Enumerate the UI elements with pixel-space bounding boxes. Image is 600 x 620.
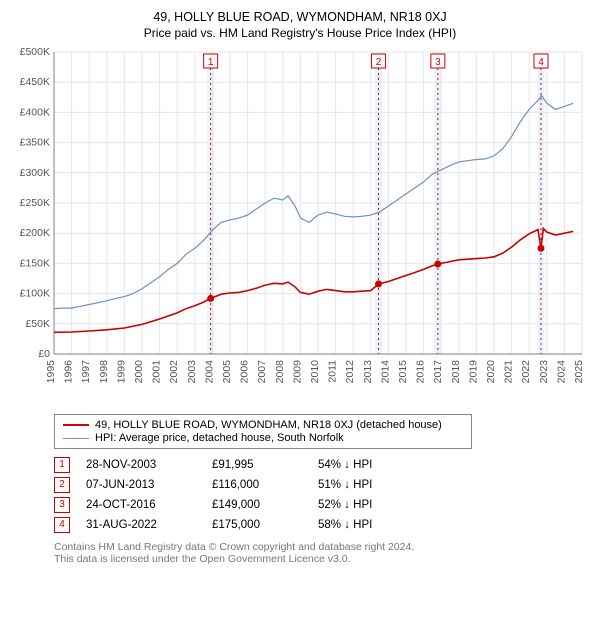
x-tick-label: 1996 bbox=[63, 360, 75, 384]
legend-label: HPI: Average price, detached house, Sout… bbox=[95, 432, 344, 444]
x-tick-label: 2024 bbox=[555, 360, 567, 384]
transaction-price: £175,000 bbox=[212, 519, 302, 531]
x-tick-label: 2001 bbox=[151, 360, 163, 384]
y-tick-label: £150K bbox=[20, 257, 50, 269]
chart-titles: 49, HOLLY BLUE ROAD, WYMONDHAM, NR18 0XJ… bbox=[10, 10, 590, 40]
y-tick-label: £50K bbox=[25, 318, 50, 330]
y-tick-label: £300K bbox=[20, 167, 50, 179]
transaction-price: £116,000 bbox=[212, 479, 302, 491]
x-tick-label: 2004 bbox=[203, 360, 215, 384]
transaction-row: 4 31-AUG-2022 £175,000 58% ↓ HPI bbox=[54, 517, 590, 533]
legend-swatch bbox=[63, 438, 89, 439]
transaction-pct: 51% ↓ HPI bbox=[318, 479, 428, 491]
y-tick-label: £350K bbox=[20, 137, 50, 149]
annotation-number: 2 bbox=[376, 57, 382, 68]
transaction-date: 24-OCT-2016 bbox=[86, 499, 196, 511]
transaction-date: 31-AUG-2022 bbox=[86, 519, 196, 531]
x-tick-label: 1995 bbox=[45, 360, 57, 384]
transaction-row: 2 07-JUN-2013 £116,000 51% ↓ HPI bbox=[54, 477, 590, 493]
transaction-pct: 54% ↓ HPI bbox=[318, 459, 428, 471]
y-tick-label: £250K bbox=[20, 197, 50, 209]
transaction-price: £149,000 bbox=[212, 499, 302, 511]
transaction-row: 3 24-OCT-2016 £149,000 52% ↓ HPI bbox=[54, 497, 590, 513]
x-tick-label: 2014 bbox=[379, 360, 391, 384]
chart-svg: £0 £50K £100K £150K £200K £250K £300K £350K £400… bbox=[10, 46, 590, 406]
x-tick-label: 2025 bbox=[573, 360, 585, 384]
sale-marker bbox=[537, 245, 544, 252]
y-tick-label: £100K bbox=[20, 288, 50, 300]
x-tick-label: 2018 bbox=[450, 360, 462, 384]
x-tick-label: 2012 bbox=[344, 360, 356, 384]
title-subtitle: Price paid vs. HM Land Registry's House … bbox=[10, 26, 590, 40]
footer-line1: Contains HM Land Registry data © Crown c… bbox=[54, 541, 580, 553]
transaction-marker: 4 bbox=[54, 517, 70, 533]
transaction-marker: 3 bbox=[54, 497, 70, 513]
x-tick-label: 1997 bbox=[80, 360, 92, 384]
x-tick-label: 2020 bbox=[485, 360, 497, 384]
x-tick-label: 2016 bbox=[415, 360, 427, 384]
x-tick-label: 2017 bbox=[432, 360, 444, 384]
y-tick-label: £450K bbox=[20, 76, 50, 88]
x-tick-label: 2002 bbox=[168, 360, 180, 384]
x-tick-label: 2021 bbox=[503, 360, 515, 384]
legend-item: HPI: Average price, detached house, Sout… bbox=[63, 432, 463, 444]
annotation-number: 1 bbox=[208, 57, 214, 68]
x-tick-label: 2010 bbox=[309, 360, 321, 384]
y-tick-label: £400K bbox=[20, 106, 50, 118]
sale-marker bbox=[207, 295, 214, 302]
transaction-marker: 2 bbox=[54, 477, 70, 493]
x-tick-label: 2006 bbox=[239, 360, 251, 384]
y-tick-label: £500K bbox=[20, 46, 50, 58]
x-tick-label: 2000 bbox=[133, 360, 145, 384]
transaction-price: £91,995 bbox=[212, 459, 302, 471]
sale-marker bbox=[434, 261, 441, 268]
transactions-table: 1 28-NOV-2003 £91,995 54% ↓ HPI 2 07-JUN-2013… bbox=[54, 457, 590, 533]
transaction-date: 28-NOV-2003 bbox=[86, 459, 196, 471]
transaction-pct: 58% ↓ HPI bbox=[318, 519, 428, 531]
legend-item: 49, HOLLY BLUE ROAD, WYMONDHAM, NR18 0XJ… bbox=[63, 419, 463, 431]
x-tick-label: 2008 bbox=[274, 360, 286, 384]
legend-swatch bbox=[63, 424, 89, 426]
x-tick-label: 1999 bbox=[115, 360, 127, 384]
x-tick-label: 2007 bbox=[256, 360, 268, 384]
legend-label: 49, HOLLY BLUE ROAD, WYMONDHAM, NR18 0XJ… bbox=[95, 419, 442, 431]
transaction-date: 07-JUN-2013 bbox=[86, 479, 196, 491]
x-tick-label: 2011 bbox=[327, 360, 339, 383]
y-tick-label: £0 bbox=[38, 348, 50, 360]
footer: Contains HM Land Registry data © Crown c… bbox=[54, 541, 580, 565]
x-tick-label: 2015 bbox=[397, 360, 409, 384]
title-address: 49, HOLLY BLUE ROAD, WYMONDHAM, NR18 0XJ bbox=[10, 10, 590, 24]
transaction-row: 1 28-NOV-2003 £91,995 54% ↓ HPI bbox=[54, 457, 590, 473]
x-tick-label: 2019 bbox=[467, 360, 479, 384]
y-tick-label: £200K bbox=[20, 227, 50, 239]
annotation-number: 4 bbox=[538, 57, 544, 68]
x-tick-label: 1998 bbox=[98, 360, 110, 384]
x-tick-label: 2022 bbox=[520, 360, 532, 384]
x-tick-label: 2003 bbox=[186, 360, 198, 384]
x-tick-label: 2023 bbox=[538, 360, 550, 384]
chart: £0 £50K £100K £150K £200K £250K £300K £350K £400… bbox=[10, 46, 590, 406]
footer-line2: This data is licensed under the Open Gov… bbox=[54, 553, 580, 565]
sale-marker bbox=[375, 280, 382, 287]
annotation-number: 3 bbox=[435, 57, 441, 68]
x-tick-label: 2013 bbox=[362, 360, 374, 384]
x-tick-label: 2009 bbox=[291, 360, 303, 384]
transaction-pct: 52% ↓ HPI bbox=[318, 499, 428, 511]
x-tick-label: 2005 bbox=[221, 360, 233, 384]
transaction-marker: 1 bbox=[54, 457, 70, 473]
legend: 49, HOLLY BLUE ROAD, WYMONDHAM, NR18 0XJ… bbox=[54, 414, 472, 449]
